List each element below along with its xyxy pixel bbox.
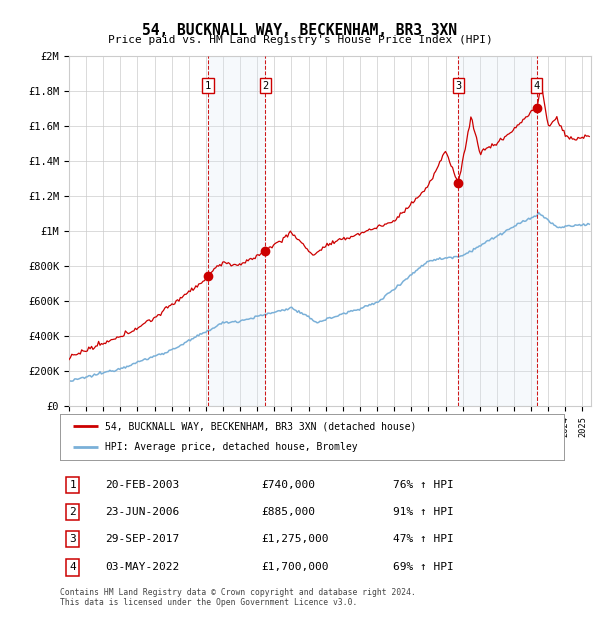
Text: HPI: Average price, detached house, Bromley: HPI: Average price, detached house, Brom… [106, 443, 358, 453]
Text: 54, BUCKNALL WAY, BECKENHAM, BR3 3XN: 54, BUCKNALL WAY, BECKENHAM, BR3 3XN [143, 23, 458, 38]
Text: £740,000: £740,000 [262, 480, 316, 490]
Text: 4: 4 [69, 562, 76, 572]
Text: 20-FEB-2003: 20-FEB-2003 [106, 480, 179, 490]
Text: 47% ↑ HPI: 47% ↑ HPI [392, 534, 454, 544]
Text: 54, BUCKNALL WAY, BECKENHAM, BR3 3XN (detached house): 54, BUCKNALL WAY, BECKENHAM, BR3 3XN (de… [106, 421, 417, 431]
Text: This data is licensed under the Open Government Licence v3.0.: This data is licensed under the Open Gov… [60, 598, 358, 607]
Text: 4: 4 [533, 81, 540, 91]
Text: £885,000: £885,000 [262, 507, 316, 517]
Bar [458, 56, 537, 406]
Text: 69% ↑ HPI: 69% ↑ HPI [392, 562, 454, 572]
Text: £1,275,000: £1,275,000 [262, 534, 329, 544]
Text: 3: 3 [455, 81, 461, 91]
Text: 1: 1 [69, 480, 76, 490]
Text: 2: 2 [69, 507, 76, 517]
Text: 1: 1 [205, 81, 211, 91]
Text: 76% ↑ HPI: 76% ↑ HPI [392, 480, 454, 490]
Text: Price paid vs. HM Land Registry's House Price Index (HPI): Price paid vs. HM Land Registry's House … [107, 35, 493, 45]
Text: Contains HM Land Registry data © Crown copyright and database right 2024.: Contains HM Land Registry data © Crown c… [60, 588, 416, 597]
Text: 2: 2 [262, 81, 269, 91]
Text: 23-JUN-2006: 23-JUN-2006 [106, 507, 179, 517]
Text: 3: 3 [69, 534, 76, 544]
Text: £1,700,000: £1,700,000 [262, 562, 329, 572]
Bar [208, 56, 265, 406]
Text: 03-MAY-2022: 03-MAY-2022 [106, 562, 179, 572]
Text: 29-SEP-2017: 29-SEP-2017 [106, 534, 179, 544]
Text: 91% ↑ HPI: 91% ↑ HPI [392, 507, 454, 517]
